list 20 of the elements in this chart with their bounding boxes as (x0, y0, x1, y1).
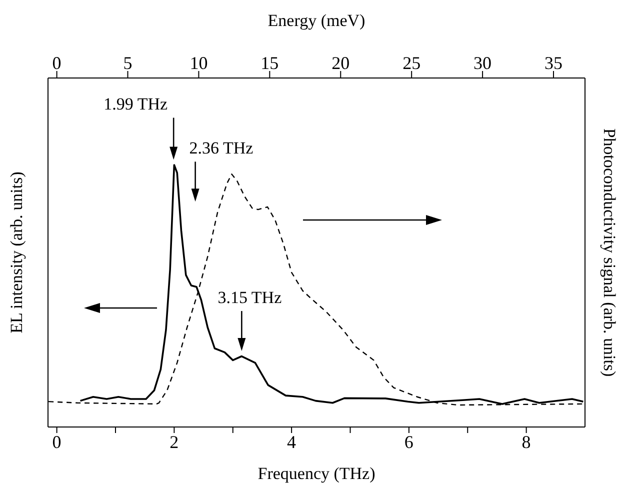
x-tick-label: 8 (522, 432, 531, 452)
x2-tick-label: 10 (190, 53, 208, 73)
x-tick-label: 2 (170, 432, 179, 452)
text: 1.99 THz (104, 94, 168, 114)
x2-tick-label: 20 (332, 53, 350, 73)
x2-tick-label: 25 (402, 53, 421, 73)
x-tick-label: 6 (404, 432, 414, 452)
x2-tick-label: 35 (544, 53, 562, 73)
x-tick-label: 0 (52, 432, 62, 452)
text: 2.36 THz (189, 138, 254, 158)
annotation: 3.15 THz (218, 288, 282, 308)
x2-tick-label: 0 (52, 53, 62, 73)
x2-tick-label: 5 (123, 53, 132, 73)
x2-tick-label: 15 (260, 53, 279, 73)
x-tick-label: 4 (287, 432, 296, 452)
y-axis-title: EL intensity (arb. units) (7, 172, 26, 334)
y2-axis-title: Photoconductivity signal (arb. units) (600, 128, 619, 377)
x2-tick-label: 30 (474, 53, 492, 73)
x2-axis-title: Energy (meV) (268, 11, 366, 30)
x-axis-title: Frequency (THz) (258, 464, 376, 483)
